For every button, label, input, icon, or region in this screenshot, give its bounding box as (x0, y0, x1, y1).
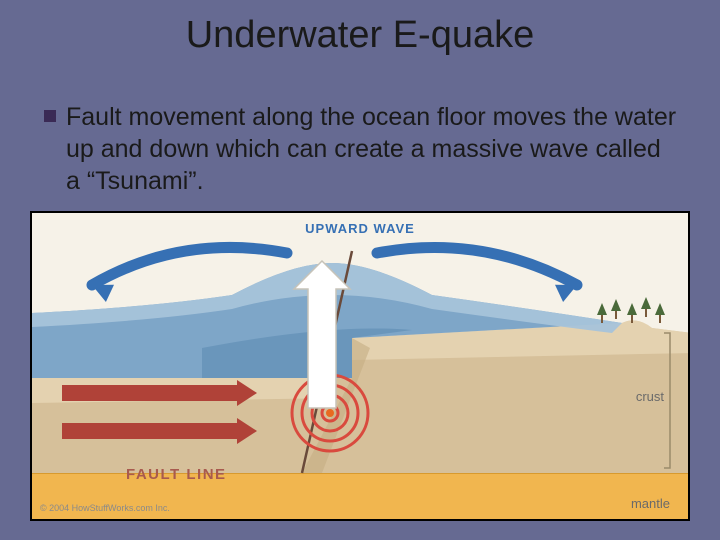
copyright-text: © 2004 HowStuffWorks.com Inc. (40, 503, 170, 513)
slide-title: Underwater E-quake (0, 0, 720, 57)
fault-line-label: FAULT LINE (126, 466, 227, 483)
diagram-container: UPWARD WAVE FAULT LINE crust mantle © 20… (30, 211, 690, 521)
bullet-icon (44, 110, 56, 122)
tsunami-diagram: UPWARD WAVE FAULT LINE crust mantle © 20… (30, 211, 690, 521)
body-text: Fault movement along the ocean floor mov… (66, 101, 680, 197)
body-row: Fault movement along the ocean floor mov… (0, 57, 720, 197)
upward-wave-label: UPWARD WAVE (305, 221, 415, 236)
crust-label: crust (636, 389, 664, 404)
mantle-label: mantle (631, 496, 670, 511)
